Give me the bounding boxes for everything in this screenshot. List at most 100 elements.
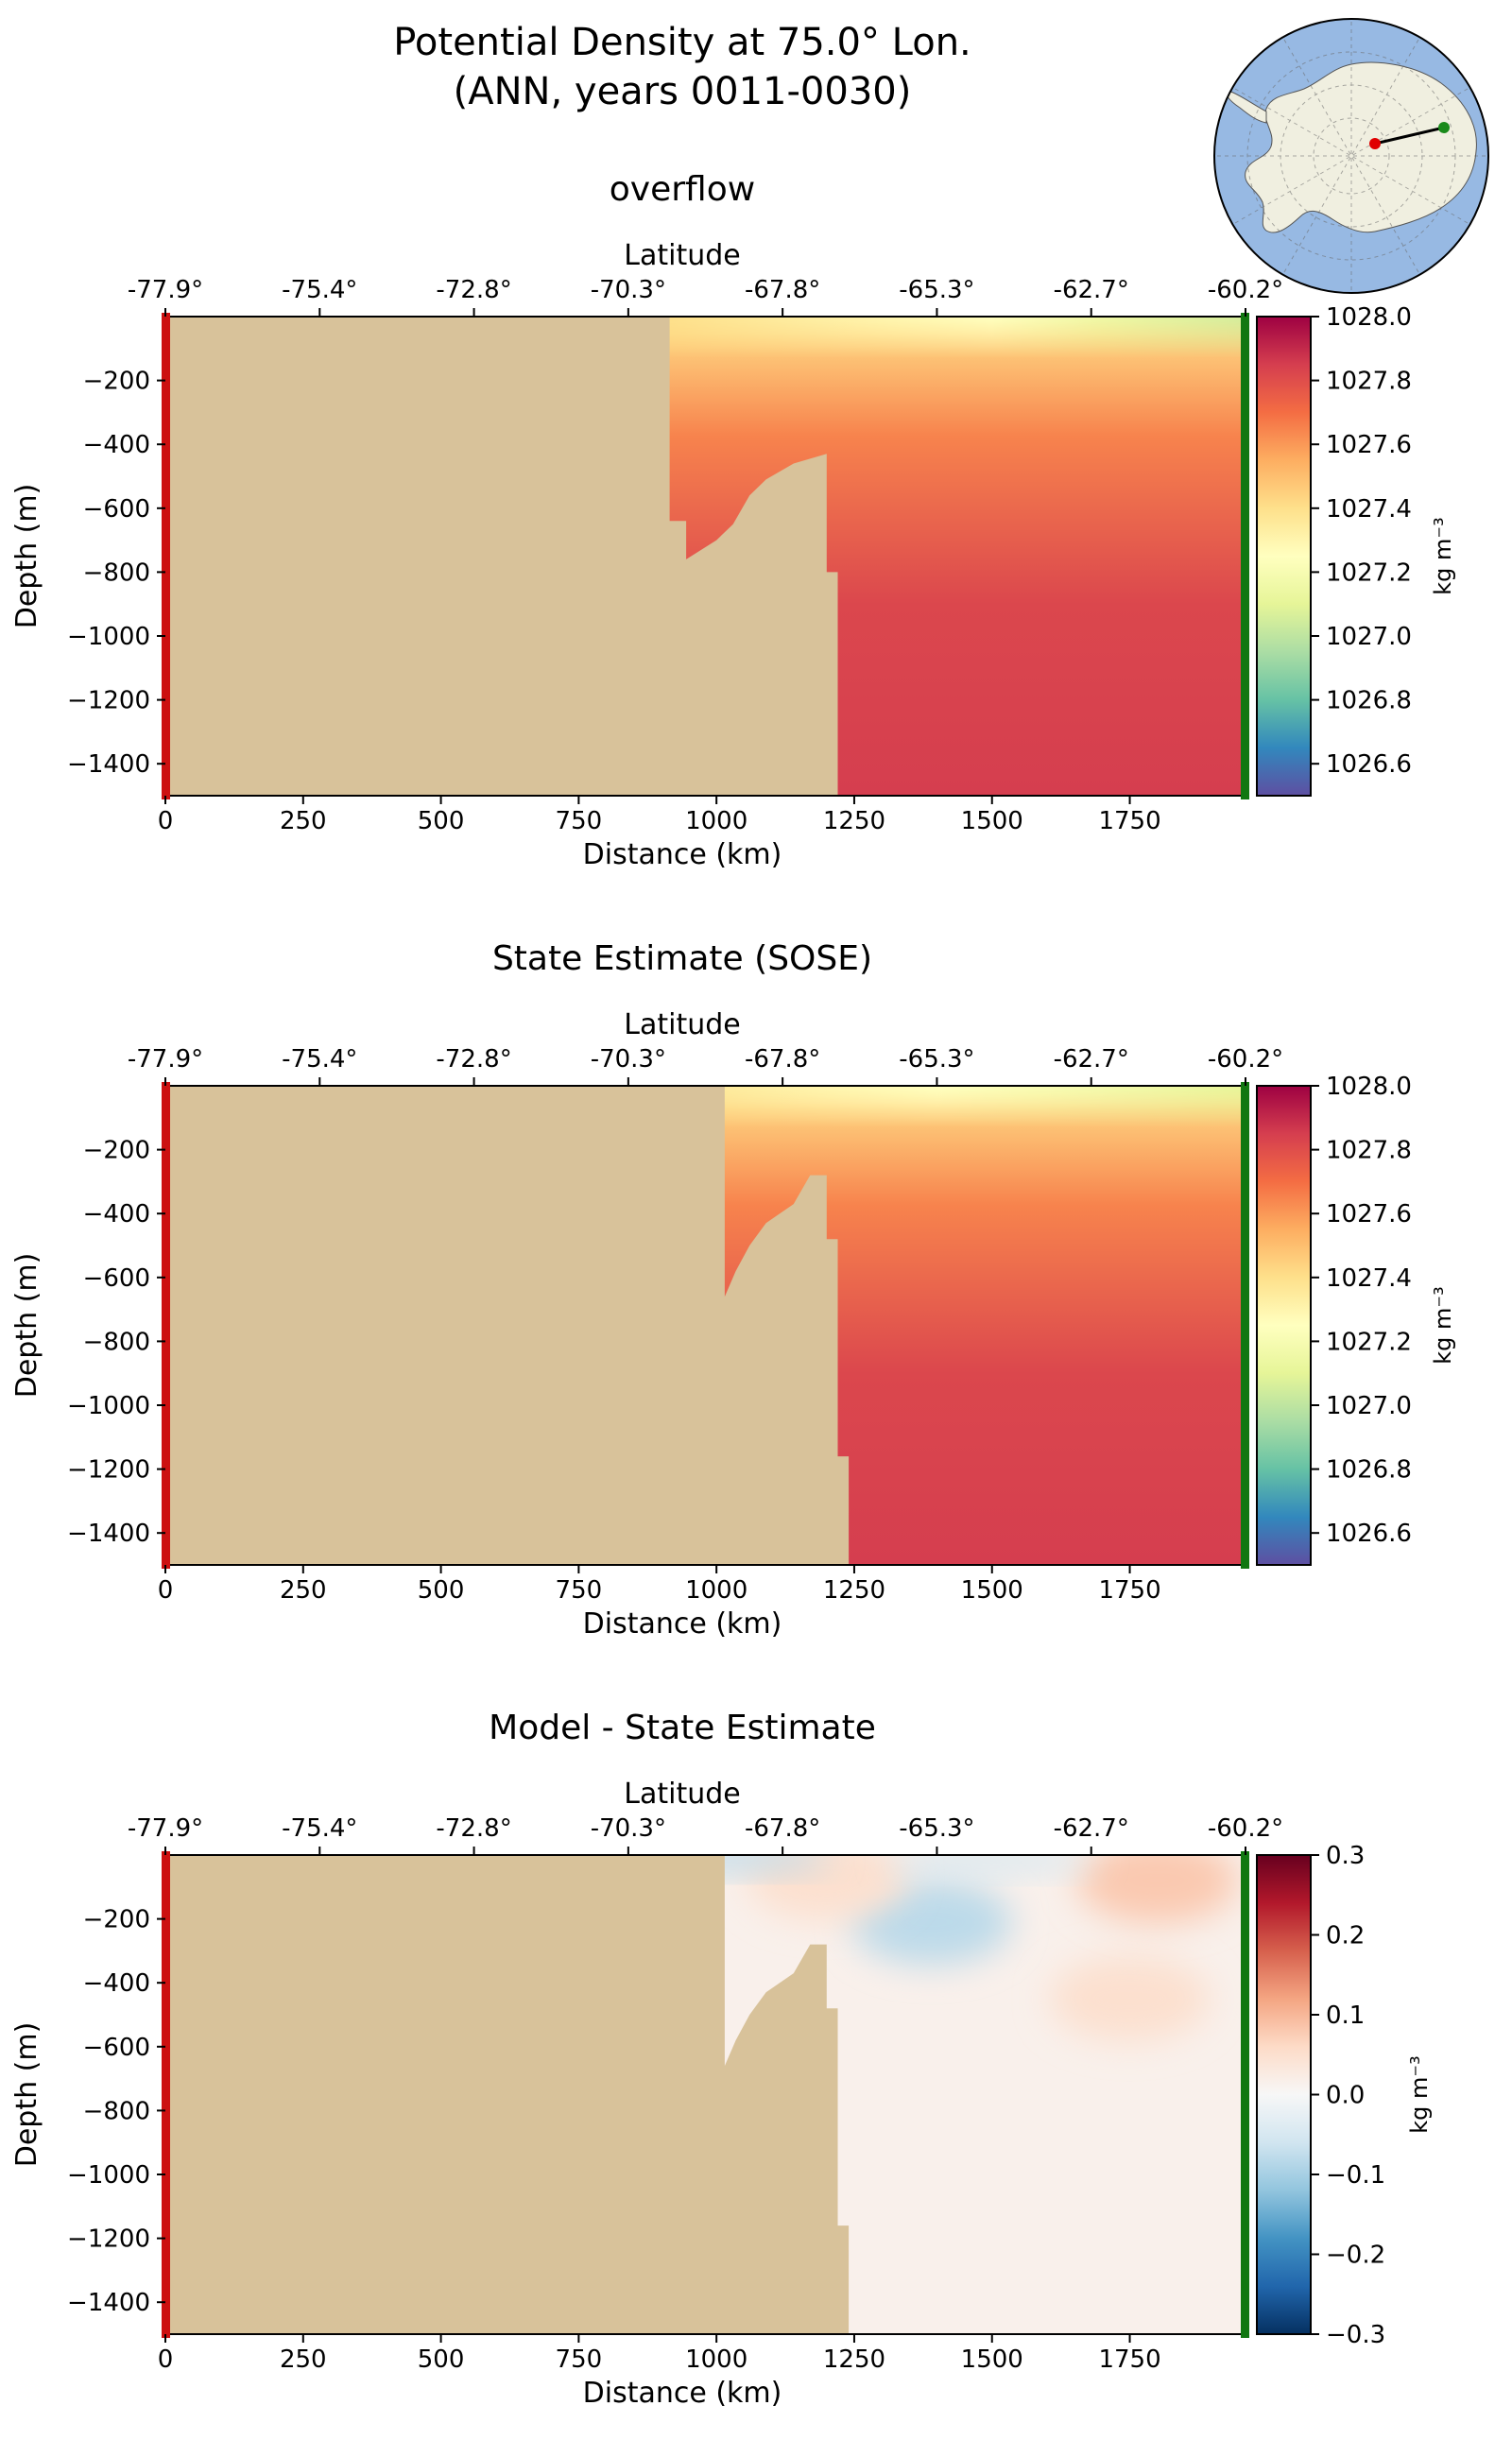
colorbar-tick-label: 0.2 bbox=[1326, 1922, 1365, 1950]
anomaly-patch bbox=[1076, 1855, 1238, 1924]
colorbar-tick-label: 1026.8 bbox=[1326, 1456, 1412, 1485]
north-end-marker bbox=[1241, 313, 1249, 799]
x-axis-label: Distance (km) bbox=[583, 2377, 782, 2410]
section-start-marker bbox=[1369, 138, 1381, 149]
x-tick-label: 250 bbox=[280, 2345, 327, 2374]
top-tick-label: -65.3° bbox=[899, 1814, 974, 1843]
north-end-marker bbox=[1241, 1082, 1249, 1569]
x-tick-label: 1250 bbox=[823, 2345, 885, 2374]
y-tick-label: −400 bbox=[83, 1200, 150, 1228]
x-tick-label: 1000 bbox=[685, 807, 747, 835]
x-tick-label: 750 bbox=[556, 2345, 603, 2374]
y-tick-label: −200 bbox=[83, 368, 150, 396]
x-tick-label: 0 bbox=[158, 1576, 174, 1605]
y-tick-label: −800 bbox=[83, 1328, 150, 1356]
top-axis-label: Latitude bbox=[624, 239, 740, 272]
top-tick-label: -67.8° bbox=[745, 1814, 820, 1843]
x-tick-label: 750 bbox=[556, 1576, 603, 1605]
top-tick-label: -75.4° bbox=[282, 1045, 357, 1074]
top-tick-label: -70.3° bbox=[591, 1045, 666, 1074]
y-tick-label: −200 bbox=[83, 1137, 150, 1165]
top-tick-label: -62.7° bbox=[1054, 276, 1129, 304]
x-tick-label: 500 bbox=[418, 2345, 465, 2374]
section-end-marker bbox=[1438, 122, 1450, 133]
colorbar-label: kg m⁻³ bbox=[1430, 1286, 1456, 1364]
colorbar-tick-label: 1027.4 bbox=[1326, 1264, 1412, 1293]
y-tick-label: −1400 bbox=[67, 750, 150, 779]
plot-area bbox=[165, 1086, 1246, 1565]
top-tick-label: -77.9° bbox=[128, 1045, 203, 1074]
inset-meridian bbox=[1280, 32, 1423, 280]
x-tick-label: 500 bbox=[418, 1576, 465, 1605]
top-tick-label: -65.3° bbox=[899, 276, 974, 304]
top-tick-label: -65.3° bbox=[899, 1045, 974, 1074]
colorbar-tick-label: 1027.6 bbox=[1326, 431, 1412, 459]
colorbar-label: kg m⁻³ bbox=[1406, 2055, 1433, 2133]
colorbar-tick-label: 1027.8 bbox=[1326, 1137, 1412, 1165]
panel-title: overflow bbox=[610, 170, 755, 209]
top-tick-label: -60.2° bbox=[1208, 1045, 1283, 1074]
colorbar-tick-label: 0.1 bbox=[1326, 2002, 1365, 2030]
top-tick-label: -62.7° bbox=[1054, 1814, 1129, 1843]
x-tick-label: 1500 bbox=[961, 1576, 1023, 1605]
x-tick-label: 250 bbox=[280, 807, 327, 835]
colorbar-tick-label: 1027.6 bbox=[1326, 1200, 1412, 1228]
top-axis-label: Latitude bbox=[624, 1008, 740, 1041]
colorbar-tick-label: −0.3 bbox=[1326, 2321, 1385, 2349]
anomaly-patch bbox=[746, 1855, 907, 1920]
y-axis-label: Depth (m) bbox=[10, 1253, 43, 1399]
land-mask bbox=[165, 317, 838, 796]
top-tick-label: -60.2° bbox=[1208, 276, 1283, 304]
y-tick-label: −1200 bbox=[67, 687, 150, 715]
colorbar-tick-label: 0.3 bbox=[1326, 1842, 1365, 1870]
colorbar-tick-label: −0.2 bbox=[1326, 2242, 1385, 2270]
x-tick-label: 1750 bbox=[1098, 2345, 1160, 2374]
colorbar bbox=[1256, 316, 1312, 797]
y-tick-label: −1000 bbox=[67, 1392, 150, 1420]
y-tick-label: −400 bbox=[83, 431, 150, 459]
land-mask bbox=[165, 1855, 850, 2334]
south-end-marker bbox=[162, 313, 170, 799]
x-tick-label: 500 bbox=[418, 807, 465, 835]
y-axis-label: Depth (m) bbox=[10, 484, 43, 629]
north-end-marker bbox=[1241, 1851, 1249, 2338]
x-tick-label: 1000 bbox=[685, 2345, 747, 2374]
x-tick-label: 1500 bbox=[961, 807, 1023, 835]
y-tick-label: −1400 bbox=[67, 2289, 150, 2317]
y-tick-label: −1000 bbox=[67, 623, 150, 651]
y-tick-label: −1000 bbox=[67, 2161, 150, 2190]
south-end-marker bbox=[162, 1851, 170, 2338]
x-axis-label: Distance (km) bbox=[583, 838, 782, 871]
colorbar-label: kg m⁻³ bbox=[1430, 517, 1456, 594]
antarctic-peninsula bbox=[1226, 90, 1267, 124]
panel-title: State Estimate (SOSE) bbox=[492, 939, 872, 978]
inset-map bbox=[1213, 18, 1489, 294]
x-tick-label: 1000 bbox=[685, 1576, 747, 1605]
colorbar-tick-label: 1028.0 bbox=[1326, 303, 1412, 332]
y-tick-label: −800 bbox=[83, 558, 150, 587]
y-tick-label: −600 bbox=[83, 495, 150, 524]
x-tick-label: 750 bbox=[556, 807, 603, 835]
y-axis-label: Depth (m) bbox=[10, 2022, 43, 2168]
top-tick-label: -60.2° bbox=[1208, 1814, 1283, 1843]
panel-title: Model - State Estimate bbox=[489, 1709, 876, 1747]
colorbar-tick-label: 1027.8 bbox=[1326, 368, 1412, 396]
land-mask bbox=[165, 1086, 850, 1565]
x-tick-label: 1250 bbox=[823, 807, 885, 835]
colorbar-tick-label: 1027.0 bbox=[1326, 1392, 1412, 1420]
top-tick-label: -72.8° bbox=[436, 1045, 511, 1074]
inset-meridian bbox=[1228, 84, 1475, 228]
y-tick-label: −200 bbox=[83, 1906, 150, 1934]
plot-area bbox=[165, 317, 1246, 796]
colorbar-tick-label: −0.1 bbox=[1326, 2161, 1385, 2190]
x-axis-label: Distance (km) bbox=[583, 1607, 782, 1641]
figure-title-line1: Potential Density at 75.0° Lon. bbox=[393, 21, 971, 64]
colorbar-tick-label: 1028.0 bbox=[1326, 1073, 1412, 1101]
x-tick-label: 1750 bbox=[1098, 807, 1160, 835]
y-tick-label: −600 bbox=[83, 1264, 150, 1293]
x-tick-label: 1750 bbox=[1098, 1576, 1160, 1605]
chart-panel-3: Model - State Estimate Latitude 0 250 500 750… bbox=[10, 1709, 1433, 2410]
section-line bbox=[1374, 126, 1445, 146]
y-tick-label: −800 bbox=[83, 2097, 150, 2125]
x-tick-label: 1250 bbox=[823, 1576, 885, 1605]
